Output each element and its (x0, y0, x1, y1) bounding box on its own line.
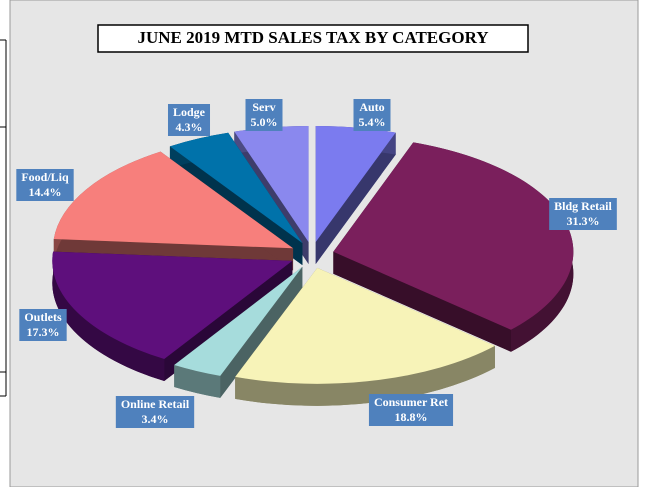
label-box (167, 104, 211, 136)
label-box (115, 396, 195, 428)
label-value: 5.4% (359, 115, 386, 129)
label-box (549, 198, 617, 230)
label-box (16, 169, 74, 201)
slice (234, 125, 309, 242)
label-value: 4.3% (176, 120, 203, 134)
slice-side (174, 364, 221, 398)
slice-side (52, 251, 165, 382)
label-name: Food/Liq (21, 170, 69, 184)
label-name: Online Retail (121, 397, 190, 411)
slice (53, 151, 294, 249)
label-name: Serv (252, 100, 275, 114)
label-name: Outlets (24, 310, 62, 324)
label-value: 14.4% (29, 185, 62, 199)
chart-title: JUNE 2019 MTD SALES TAX BY CATEGORY (137, 28, 488, 47)
label-name: Bldg Retail (554, 199, 612, 213)
label-value: 3.4% (142, 412, 169, 426)
label-value: 31.3% (567, 214, 600, 228)
title-box (97, 24, 529, 53)
label-box (368, 394, 454, 426)
label-value: 17.3% (27, 325, 60, 339)
label-name: Lodge (173, 105, 206, 119)
slice (169, 132, 303, 244)
label-box (245, 99, 283, 131)
label-box (19, 309, 67, 341)
label-name: Auto (359, 100, 384, 114)
slice (235, 267, 495, 384)
slice-side (235, 345, 495, 406)
slice (333, 142, 574, 330)
slice-wall (333, 251, 511, 352)
label-name: Consumer Ret (374, 395, 448, 409)
label-value: 5.0% (251, 115, 278, 129)
slice (315, 125, 396, 242)
slice-wall (315, 132, 396, 264)
slice (174, 266, 303, 376)
slice (52, 251, 293, 360)
label-value: 18.8% (395, 410, 428, 424)
label-box (353, 99, 391, 131)
